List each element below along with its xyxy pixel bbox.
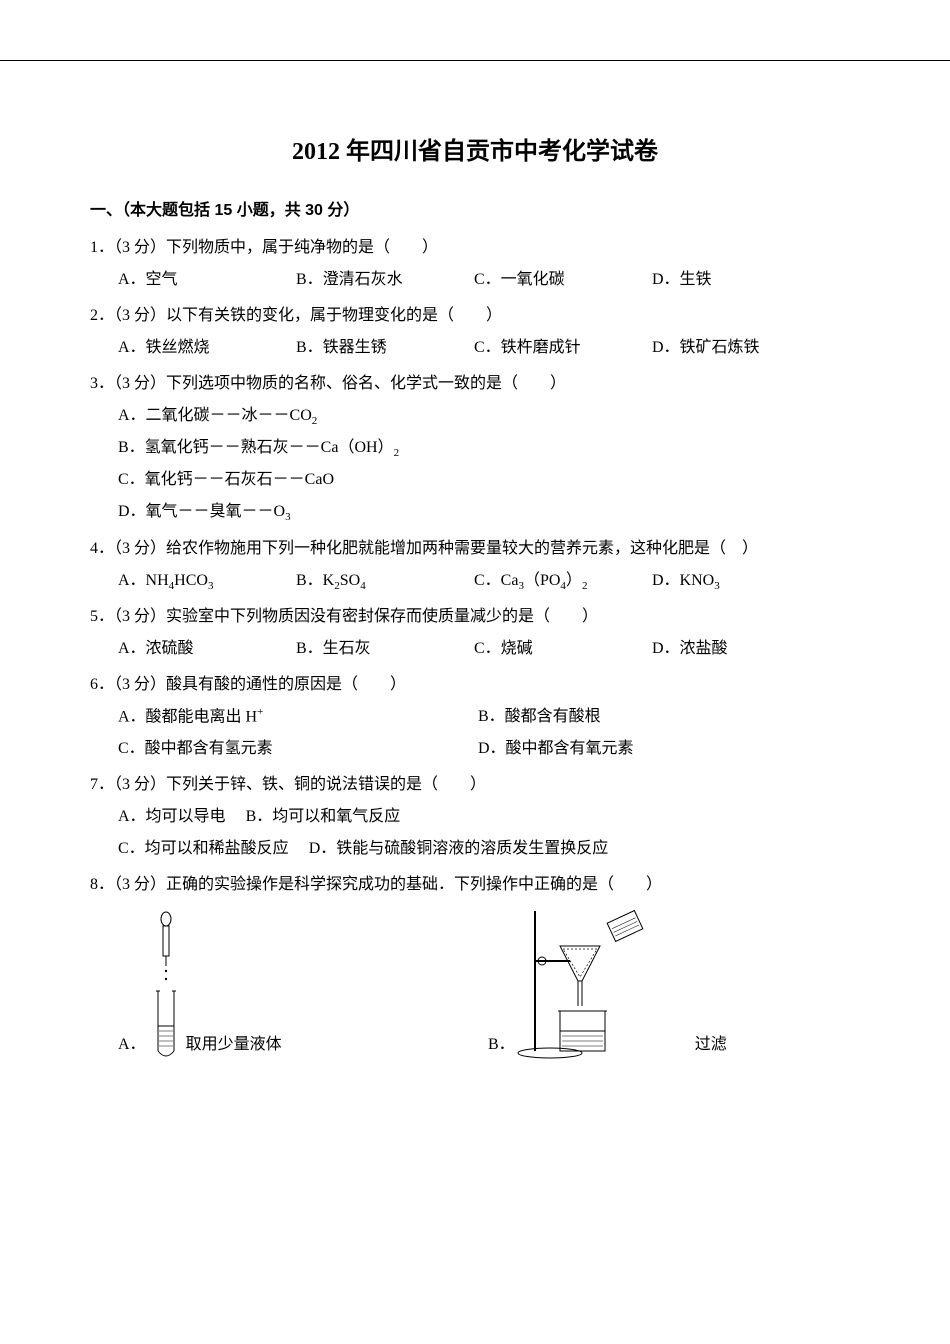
q5-stem: 5．（3 分）实验室中下列物质因没有密封保存而使质量减少的是（ ） <box>90 601 860 633</box>
q8-figures: A． <box>90 901 860 1061</box>
filtration-icon <box>515 901 665 1061</box>
question-3: 3．（3 分）下列选项中物质的名称、俗名、化学式一致的是（ ） A．二氧化碳－－… <box>90 368 860 529</box>
q5-opt-d: D．浓盐酸 <box>652 633 830 665</box>
question-4: 4．（3 分）给农作物施用下列一种化肥就能增加两种需要量较大的营养元素，这种化肥… <box>90 533 860 597</box>
q1-stem: 1．（3 分）下列物质中，属于纯净物的是（ ） <box>90 232 860 264</box>
q6-stem: 6．（3 分）酸具有酸的通性的原因是（ ） <box>90 669 860 701</box>
q6-opt-b: B．酸都含有酸根 <box>478 701 838 733</box>
q2-opt-b: B．铁器生锈 <box>296 332 474 364</box>
q6-options: A．酸都能电离出 H+ B．酸都含有酸根 C．酸中都含有氢元素 D．酸中都含有氧… <box>90 701 860 765</box>
q2-options: A．铁丝燃烧 B．铁器生锈 C．铁杵磨成针 D．铁矿石炼铁 <box>90 332 860 364</box>
q6-opt-a: A．酸都能电离出 H+ <box>118 701 478 733</box>
q8-a-label: A． <box>118 1029 146 1061</box>
q5-options: A．浓硫酸 B．生石灰 C．烧碱 D．浓盐酸 <box>90 633 860 665</box>
q8-a-text: 取用少量液体 <box>186 1029 282 1061</box>
q4-opt-c: C．Ca3（PO4）2 <box>474 565 652 597</box>
q3-opt-b: B．氢氧化钙－－熟石灰－－Ca（OH）2 <box>90 432 860 464</box>
q3-opt-c: C．氧化钙－－石灰石－－CaO <box>90 464 860 496</box>
q5-opt-c: C．烧碱 <box>474 633 652 665</box>
q6-opt-d: D．酸中都含有氧元素 <box>478 733 838 765</box>
q7-options-2: C．均可以和稀盐酸反应 D．铁能与硫酸铜溶液的溶质发生置换反应 <box>90 833 860 865</box>
q8-fig-a: A． <box>118 911 478 1061</box>
q7-opt-c: C．均可以和稀盐酸反应 <box>118 833 289 865</box>
q7-opt-a: A．均可以导电 <box>118 801 226 833</box>
q1-opt-d: D．生铁 <box>652 264 830 296</box>
q7-stem: 7．（3 分）下列关于锌、铁、铜的说法错误的是（ ） <box>90 769 860 801</box>
q4-opt-d: D．KNO3 <box>652 565 830 597</box>
q7-options: A．均可以导电 B．均可以和氧气反应 <box>90 801 860 833</box>
section-header: 一、（本大题包括 15 小题，共 30 分） <box>90 196 860 220</box>
q1-opt-c: C．一氧化碳 <box>474 264 652 296</box>
q8-b-text: 过滤 <box>695 1029 727 1061</box>
question-7: 7．（3 分）下列关于锌、铁、铜的说法错误的是（ ） A．均可以导电 B．均可以… <box>90 769 860 865</box>
q4-options: A．NH4HCO3 B．K2SO4 C．Ca3（PO4）2 D．KNO3 <box>90 565 860 597</box>
q2-opt-c: C．铁杵磨成针 <box>474 332 652 364</box>
q5-opt-a: A．浓硫酸 <box>118 633 296 665</box>
question-2: 2．（3 分）以下有关铁的变化，属于物理变化的是（ ） A．铁丝燃烧 B．铁器生… <box>90 300 860 364</box>
q2-opt-d: D．铁矿石炼铁 <box>652 332 830 364</box>
question-6: 6．（3 分）酸具有酸的通性的原因是（ ） A．酸都能电离出 H+ B．酸都含有… <box>90 669 860 765</box>
q3-opt-d: D．氧气－－臭氧－－O3 <box>90 496 860 528</box>
q4-opt-a: A．NH4HCO3 <box>118 565 296 597</box>
q1-options: A．空气 B．澄清石灰水 C．一氧化碳 D．生铁 <box>90 264 860 296</box>
q5-opt-b: B．生石灰 <box>296 633 474 665</box>
q8-fig-b: B． <box>488 901 727 1061</box>
q8-b-label: B． <box>488 1029 515 1061</box>
question-5: 5．（3 分）实验室中下列物质因没有密封保存而使质量减少的是（ ） A．浓硫酸 … <box>90 601 860 665</box>
dropper-tube-icon <box>146 911 186 1061</box>
q6-opt-c: C．酸中都含有氢元素 <box>118 733 478 765</box>
q3-opt-a: A．二氧化碳－－冰－－CO2 <box>90 400 860 432</box>
q4-opt-b: B．K2SO4 <box>296 565 474 597</box>
q4-stem: 4．（3 分）给农作物施用下列一种化肥就能增加两种需要量较大的营养元素，这种化肥… <box>90 533 860 565</box>
q7-opt-d: D．铁能与硫酸铜溶液的溶质发生置换反应 <box>309 833 609 865</box>
q3-stem: 3．（3 分）下列选项中物质的名称、俗名、化学式一致的是（ ） <box>90 368 860 400</box>
q2-opt-a: A．铁丝燃烧 <box>118 332 296 364</box>
question-1: 1．（3 分）下列物质中，属于纯净物的是（ ） A．空气 B．澄清石灰水 C．一… <box>90 232 860 296</box>
exam-page: 2012 年四川省自贡市中考化学试卷 一、（本大题包括 15 小题，共 30 分… <box>0 60 950 1105</box>
q7-opt-b: B．均可以和氧气反应 <box>246 801 401 833</box>
q8-stem: 8．（3 分）正确的实验操作是科学探究成功的基础．下列操作中正确的是（ ） <box>90 869 860 901</box>
question-8: 8．（3 分）正确的实验操作是科学探究成功的基础．下列操作中正确的是（ ） A． <box>90 869 860 1061</box>
q1-opt-a: A．空气 <box>118 264 296 296</box>
q1-opt-b: B．澄清石灰水 <box>296 264 474 296</box>
q2-stem: 2．（3 分）以下有关铁的变化，属于物理变化的是（ ） <box>90 300 860 332</box>
exam-title: 2012 年四川省自贡市中考化学试卷 <box>90 131 860 166</box>
